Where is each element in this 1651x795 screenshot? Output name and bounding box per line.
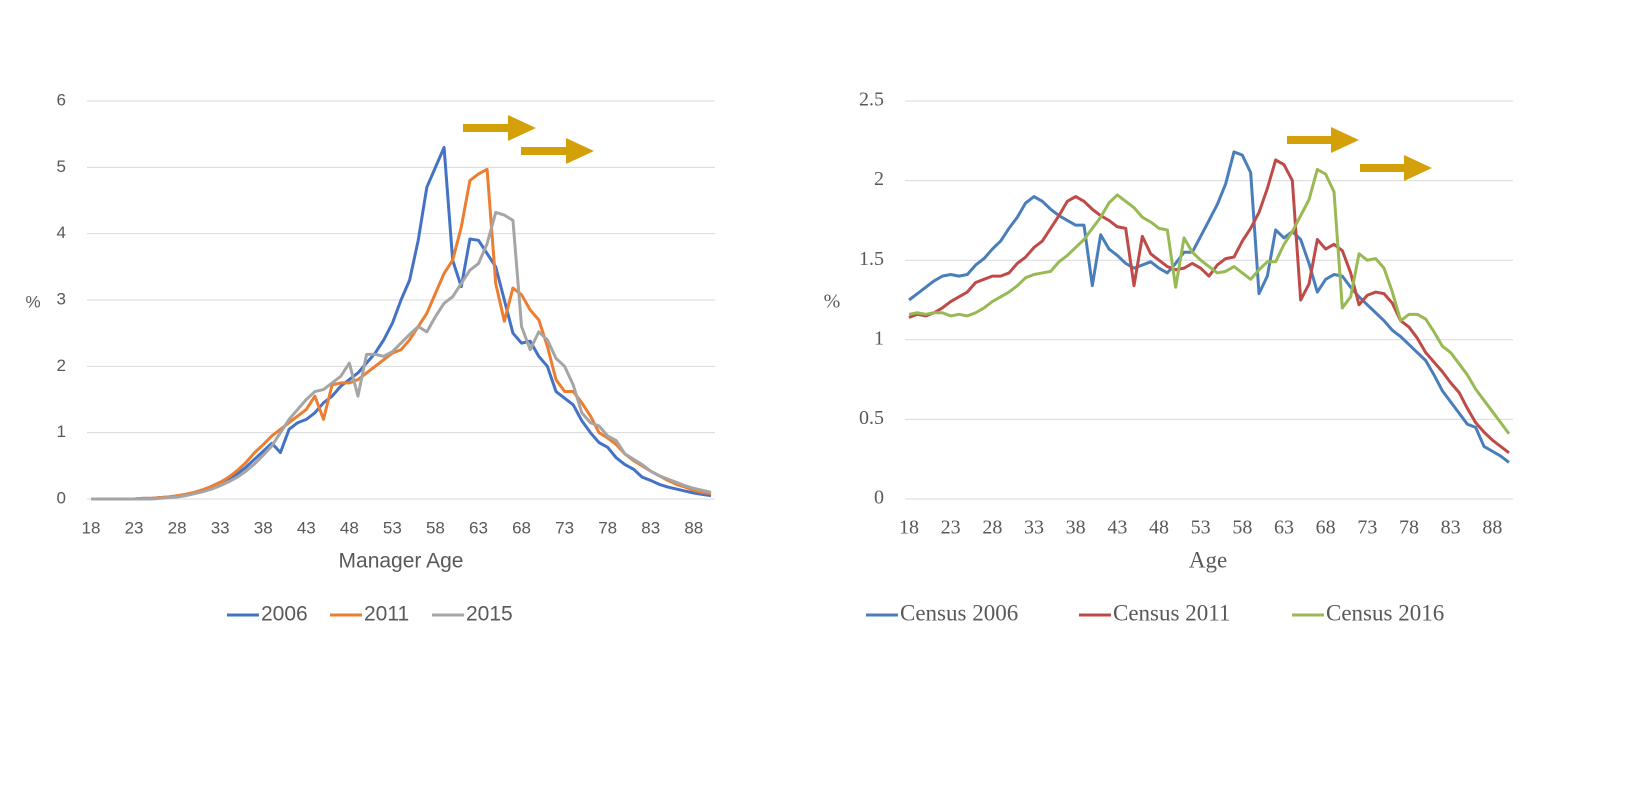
- x-tick-label: 18: [82, 518, 101, 537]
- y-tick-label: 1: [874, 327, 884, 349]
- y-tick-label: 0: [57, 488, 66, 507]
- y-tick-label: 5: [57, 157, 66, 176]
- x-tick-label: 73: [555, 518, 574, 537]
- legend-label: 2011: [364, 603, 409, 626]
- y-tick-label: 0: [874, 487, 884, 509]
- y-axis-label: %: [824, 291, 841, 313]
- y-tick-label: 2: [874, 168, 884, 190]
- x-tick-label: 83: [641, 518, 660, 537]
- chart-right: 0 0.5 1 1.5 2 2.5 18 23 28 33 38 43 48 53 58 63 68 73 78 83…: [824, 89, 1513, 625]
- x-tick-label: 68: [1316, 517, 1336, 539]
- x-tick-label: 38: [254, 518, 273, 537]
- x-tick-label: 23: [941, 517, 961, 539]
- y-axis-label: %: [25, 292, 40, 311]
- x-tick-label: 48: [1149, 517, 1169, 539]
- x-tick-label: 88: [684, 518, 703, 537]
- x-tick-label: 53: [1191, 517, 1211, 539]
- y-tick-label: 0.5: [859, 407, 884, 429]
- arrow: [463, 115, 536, 141]
- y-tick-label: 2.5: [859, 89, 884, 111]
- y-tick-label: 1.5: [859, 248, 884, 270]
- y-tick-label: 1: [57, 422, 66, 441]
- x-tick-label: 63: [1274, 517, 1294, 539]
- arrows: [463, 115, 1432, 181]
- x-tick-label: 68: [512, 518, 531, 537]
- series-line: [908, 150, 1510, 464]
- x-tick-label: 73: [1357, 517, 1377, 539]
- x-tick-label: 58: [1232, 517, 1252, 539]
- x-tick-label: 53: [383, 518, 402, 537]
- x-tick-label: 18: [899, 517, 919, 539]
- series-line: [908, 167, 1511, 435]
- legend-label: 2006: [261, 603, 308, 626]
- x-tick-label: 33: [211, 518, 230, 537]
- series-line: [91, 210, 712, 501]
- x-tick-label: 88: [1482, 517, 1502, 539]
- legend-label: Census 2016: [1326, 600, 1444, 625]
- legend-label: Census 2011: [1113, 600, 1230, 625]
- x-tick-label: 38: [1066, 517, 1086, 539]
- x-tick-label: 78: [1399, 517, 1419, 539]
- x-axis-label: Manager Age: [339, 550, 464, 573]
- x-tick-label: 63: [469, 518, 488, 537]
- x-tick-label: 33: [1024, 517, 1044, 539]
- x-tick-label: 83: [1441, 517, 1461, 539]
- x-axis-label: Age: [1189, 547, 1227, 572]
- legend-label: Census 2006: [900, 600, 1018, 625]
- y-tick-label: 2: [57, 356, 66, 375]
- x-tick-label: 43: [1107, 517, 1127, 539]
- x-tick-label: 58: [426, 518, 445, 537]
- y-tick-label: 3: [57, 289, 66, 308]
- x-tick-label: 78: [598, 518, 617, 537]
- x-tick-label: 43: [297, 518, 316, 537]
- x-tick-label: 23: [125, 518, 144, 537]
- y-tick-label: 6: [57, 90, 66, 109]
- arrow: [521, 138, 594, 164]
- series-line: [908, 158, 1510, 455]
- legend-label: 2015: [466, 603, 513, 626]
- x-tick-label: 48: [340, 518, 359, 537]
- y-tick-label: 4: [57, 223, 66, 242]
- arrow: [1360, 155, 1432, 181]
- x-tick-label: 28: [168, 518, 187, 537]
- x-tick-label: 28: [982, 517, 1002, 539]
- arrow: [1287, 127, 1359, 153]
